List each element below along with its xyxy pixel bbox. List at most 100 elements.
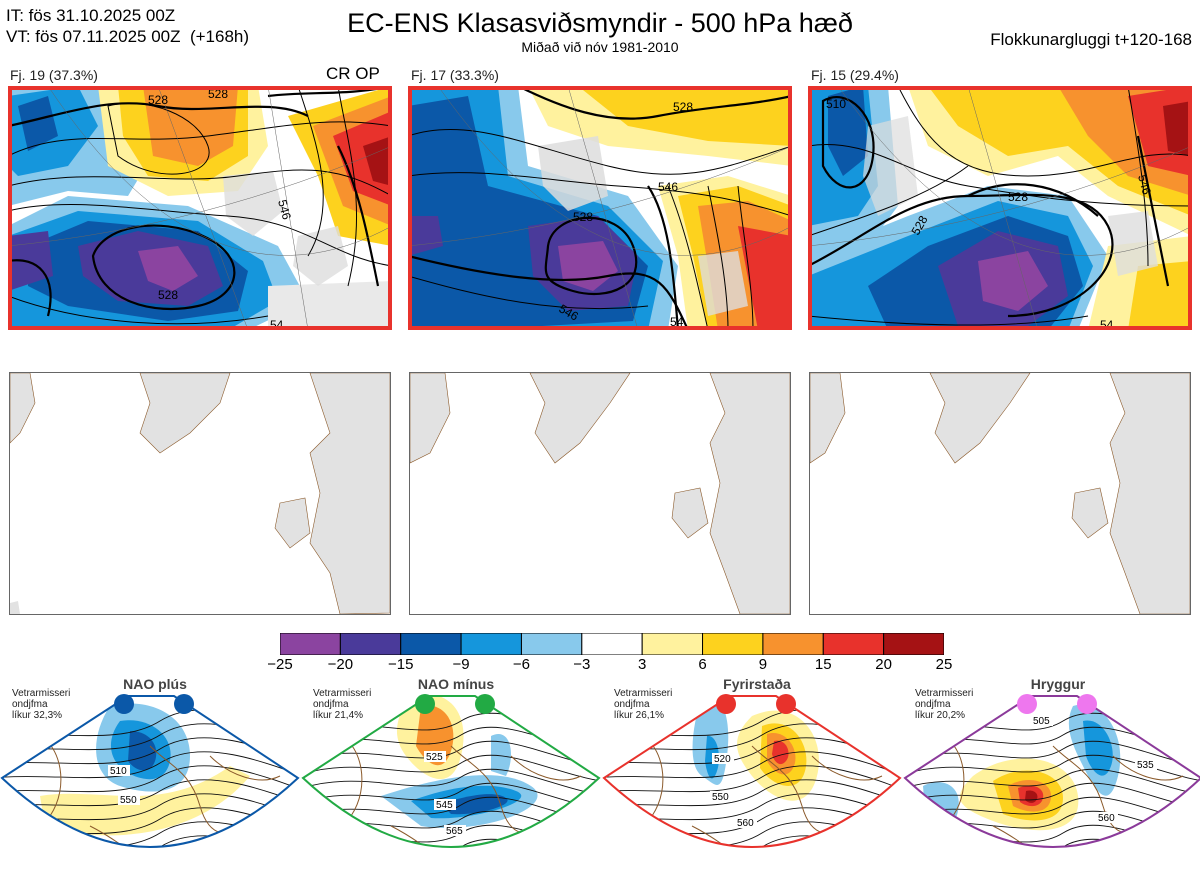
regime-dot (174, 694, 194, 714)
cluster-1-tag: CR OP (326, 64, 380, 83)
colorbar-bin (581, 633, 643, 655)
regime-title: NAO mínus (417, 676, 495, 692)
regime-dot (415, 694, 435, 714)
regime-title: Fyrirstaða (723, 676, 791, 692)
cluster-2-label: Fj. 17 (33.3%) (411, 67, 499, 83)
regime-fan-map: 510 550 (0, 694, 300, 848)
contour-label-bg (1031, 715, 1053, 726)
colorbar-tick: 9 (758, 656, 768, 673)
regime-2: 525 545 565 NAO mínus Vetrarmisseri ondjfma … (301, 676, 602, 871)
colorbar-tick: 15 (814, 656, 832, 673)
cluster-1-label: Fj. 19 (37.3%) (10, 67, 98, 83)
contour-label: 546 (1135, 173, 1154, 196)
header-times: IT: fös 31.10.2025 00Z VT: fös 07.11.2025… (6, 5, 249, 47)
isoline (905, 740, 1200, 770)
regime-fan-map: 520 550 560 (602, 694, 902, 848)
contour-label: 510 (826, 97, 846, 111)
contour-label-bg (108, 765, 130, 776)
colorbar-tick: −25 (267, 656, 293, 673)
contour-label: 505 (1033, 716, 1050, 727)
isoline (303, 782, 599, 812)
colorbar-bin (520, 633, 583, 655)
contour-label: 560 (1098, 813, 1115, 824)
cluster-3-map[interactable]: 510 546 528 528 54 (808, 86, 1192, 330)
regime-border (301, 695, 601, 848)
regime-fan-map: 525 545 565 (301, 694, 601, 848)
contour-label-bg (735, 817, 757, 828)
colorbar-tick: 3 (638, 656, 647, 673)
regime-dot (1077, 694, 1097, 714)
classification-window: Flokkunargluggi t+120-168 (990, 30, 1192, 49)
contour-label: 528 (1008, 190, 1028, 204)
initial-time: IT: fös 31.10.2025 00Z (6, 6, 176, 25)
regime-dot (716, 694, 736, 714)
base-map-1 (9, 372, 391, 615)
colorbar-bin (762, 633, 824, 655)
contour-label: 528 (208, 87, 228, 101)
contour-label-bg (712, 753, 734, 764)
isoline (604, 779, 900, 812)
base-map-2 (409, 372, 791, 615)
contour-label: 545 (436, 800, 453, 811)
contour-label: 546 (275, 198, 294, 221)
regime-border (0, 695, 300, 848)
regime-4: 505 535 560 Hryggur Vetrarmisseri ondjfma lí… (903, 676, 1200, 871)
cluster-1-map[interactable]: 528 546 528 528 54 (8, 86, 392, 330)
page-title: EC-ENS Klasasviðsmyndir - 500 hPa hæð (347, 8, 853, 38)
colorbar-tick: −6 (512, 656, 530, 673)
colorbar-bin (460, 633, 522, 655)
contour-label-bg (434, 799, 456, 810)
isoline (905, 754, 1200, 784)
contour-label: 528 (573, 210, 593, 224)
contour-label: 560 (737, 818, 754, 829)
regime-border (602, 695, 902, 848)
colorbar-tick: 6 (698, 656, 707, 673)
contour-label: 550 (712, 792, 729, 803)
regime-note: Vetrarmisseri ondjfma líkur 21,4% (313, 688, 372, 721)
isoline (604, 765, 900, 798)
regime-note: Vetrarmisseri ondjfma líkur 26,1% (614, 688, 673, 721)
cluster-3-label: Fj. 15 (29.4%) (811, 67, 899, 83)
regime-dot (776, 694, 796, 714)
isoline (303, 740, 599, 770)
regime-3: 520 550 560 Fyrirstaða Vetrarmisseri ondjfma… (602, 676, 903, 871)
contour-label: 525 (426, 752, 443, 763)
cluster-2-map[interactable]: 528 546 528 546 54 (408, 86, 792, 330)
isoline (905, 782, 1200, 812)
contour-label-bg (444, 825, 466, 836)
regime-title: NAO plús (123, 676, 187, 692)
regime-dot (1017, 694, 1037, 714)
isoline (604, 751, 900, 784)
coastline (209, 755, 281, 781)
regime-fan-map: 505 535 560 (903, 694, 1200, 848)
colorbar-bin (280, 633, 341, 655)
base-map-3 (809, 372, 1191, 615)
colorbar (280, 633, 944, 655)
colorbar-tick: 25 (935, 656, 953, 673)
isoline (2, 779, 298, 812)
regime-dot (114, 694, 134, 714)
regime-title: Hryggur (1030, 676, 1086, 692)
contour-label: 550 (120, 795, 137, 806)
regime-dot (475, 694, 495, 714)
colorbar-tick: −9 (452, 656, 470, 673)
isoline (303, 754, 599, 784)
contour-label: 510 (110, 766, 127, 777)
contour-label-bg (710, 791, 732, 802)
colorbar-bin (641, 633, 704, 655)
colorbar-tick: −20 (327, 656, 354, 673)
contour-label: 528 (148, 93, 168, 107)
coastline (1112, 755, 1184, 781)
contour-label: 54 (670, 315, 684, 329)
valid-time: VT: fös 07.11.2025 00Z (+168h) (6, 27, 250, 46)
contour-label-bg (1135, 759, 1157, 770)
contour-label: 535 (1137, 760, 1154, 771)
coastline (811, 755, 883, 781)
colorbar-bin (702, 633, 764, 655)
isoline (2, 765, 298, 798)
regime-border (903, 695, 1200, 848)
colorbar-bin (339, 633, 402, 655)
colorbar-tick: −3 (573, 656, 591, 673)
isoline (303, 768, 599, 798)
contour-label: 565 (446, 826, 463, 837)
